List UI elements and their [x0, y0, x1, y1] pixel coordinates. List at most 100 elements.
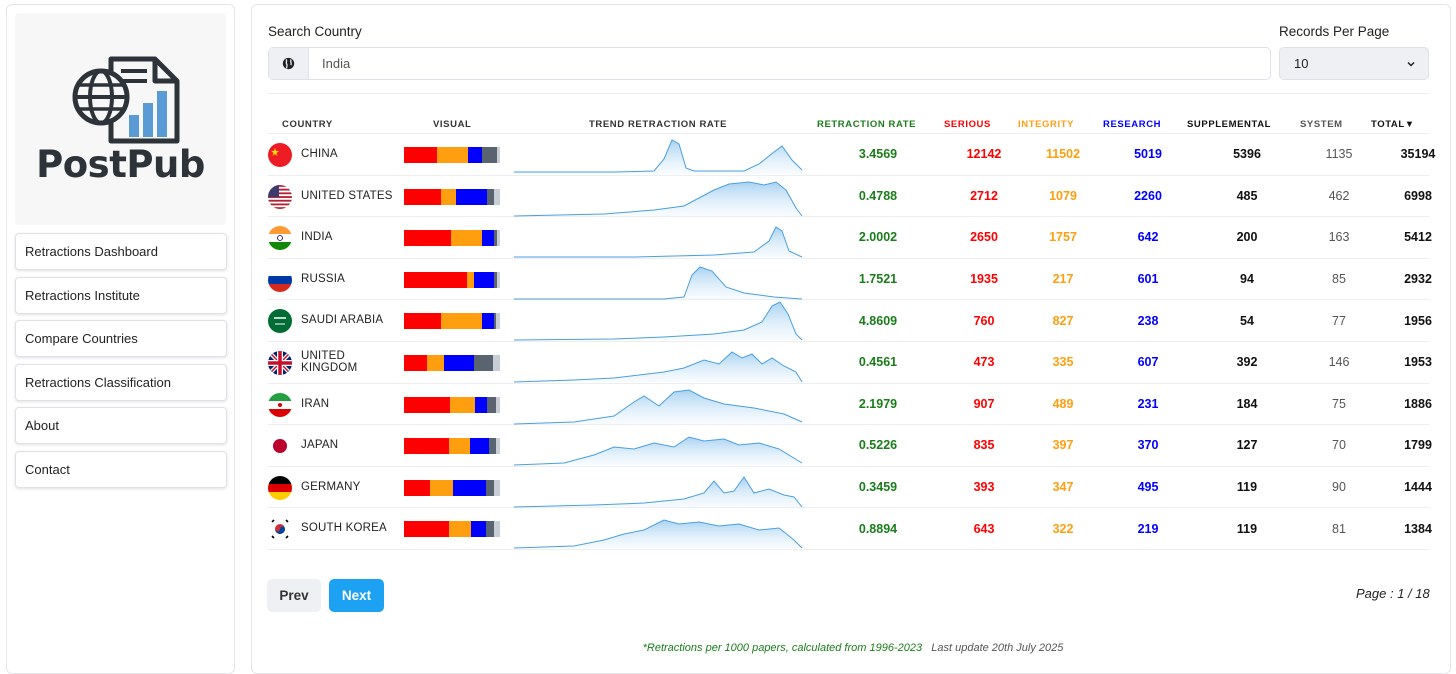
- serious-value: 835: [973, 438, 995, 453]
- sidebar-nav: Retractions Dashboard Retractions Instit…: [15, 233, 227, 494]
- serious-segment: [404, 188, 442, 205]
- supplemental-segment: [487, 188, 494, 205]
- trend-sparkline: [514, 226, 803, 258]
- logo[interactable]: PostPub: [15, 13, 226, 225]
- retraction-rate-value: 0.8894: [858, 521, 898, 536]
- sidebar-item-about[interactable]: About: [15, 407, 227, 444]
- supplemental-value: 119: [1236, 521, 1258, 536]
- header-visual[interactable]: VISUAL: [433, 119, 472, 130]
- trend-sparkline: [514, 436, 803, 466]
- trend-sparkline: [514, 519, 803, 549]
- country-name: INDIA: [301, 231, 333, 244]
- table-row[interactable]: UNITED KINGDOM 0.4561 473 335 607 392 146 1953: [268, 342, 1432, 384]
- research-segment: [475, 396, 487, 413]
- total-value: 1444: [1404, 480, 1432, 495]
- visual-stacked-bar: [404, 521, 500, 538]
- integrity-value: 335: [1052, 355, 1074, 370]
- serious-segment: [404, 313, 442, 330]
- sidebar-item-contact[interactable]: Contact: [15, 450, 227, 488]
- supplemental-value: 94: [1240, 272, 1254, 287]
- integrity-value: 217: [1052, 272, 1074, 287]
- header-supplemental[interactable]: SUPPLEMENTAL: [1187, 119, 1272, 130]
- serious-segment: [404, 230, 451, 247]
- next-button[interactable]: Next: [329, 579, 384, 612]
- serious-segment: [404, 396, 451, 413]
- prev-button[interactable]: Prev: [267, 579, 321, 612]
- system-segment: [497, 230, 500, 247]
- footer-update-text: Last update 20th July 2025: [931, 642, 1064, 654]
- header-trend[interactable]: TREND RETRACTION RATE: [589, 119, 728, 130]
- header-integrity[interactable]: INTEGRITY: [1018, 119, 1075, 130]
- header-total[interactable]: TOTAL▼: [1371, 119, 1415, 130]
- supplemental-value: 200: [1236, 230, 1258, 245]
- table-row[interactable]: JAPAN 0.5226 835 397 370 127 70 1799: [268, 425, 1432, 467]
- integrity-value: 489: [1052, 396, 1074, 411]
- table-row[interactable]: UNITED STATES 0.4788 2712 1079 2260 485 462 699…: [268, 176, 1432, 218]
- visual-stacked-bar: [404, 355, 500, 371]
- sidebar-item-retractions-classification[interactable]: Retractions Classification: [15, 363, 227, 401]
- supplemental-segment: [486, 396, 497, 413]
- system-segment: [496, 396, 500, 413]
- table-row[interactable]: GERMANY 0.3459 393 347 495 119 90 1444: [268, 467, 1432, 509]
- total-value: 1953: [1404, 355, 1432, 370]
- total-value: 1956: [1404, 313, 1432, 328]
- records-per-page-value: 10: [1294, 56, 1309, 71]
- serious-value: 2712: [970, 188, 998, 203]
- table-row[interactable]: SAUDI ARABIA 4.8609 760 827 238 54 77 1956: [268, 300, 1432, 342]
- visual-stacked-bar: [404, 396, 500, 413]
- country-name: SOUTH KOREA: [301, 522, 387, 535]
- korea-flag-icon: [268, 517, 292, 542]
- sidebar-item-compare-countries[interactable]: Compare Countries: [15, 320, 227, 357]
- country-name: RUSSIA: [301, 272, 346, 285]
- research-segment: [469, 438, 490, 455]
- trend-sparkline: [514, 475, 803, 508]
- chevron-down-icon: [1407, 61, 1415, 67]
- search-input[interactable]: [309, 48, 1270, 79]
- research-segment: [482, 230, 494, 247]
- integrity-segment: [430, 479, 454, 496]
- integrity-segment: [448, 438, 470, 455]
- research-value: 5019: [1134, 147, 1162, 162]
- integrity-segment: [467, 271, 475, 288]
- research-value: 642: [1137, 230, 1159, 245]
- header-serious[interactable]: SERIOUS: [944, 119, 991, 130]
- china-flag-icon: [268, 143, 292, 167]
- header-retraction-rate[interactable]: RETRACTION RATE: [817, 119, 917, 130]
- retraction-rate-value: 0.4788: [858, 188, 898, 203]
- integrity-segment: [451, 230, 483, 247]
- header-research[interactable]: RESEARCH: [1103, 119, 1162, 130]
- table-row[interactable]: IRAN 2.1979 907 489 231 184 75 1886: [268, 384, 1432, 426]
- research-value: 601: [1137, 272, 1159, 287]
- integrity-value: 1079: [1049, 188, 1077, 203]
- footer-note-text: *Retractions per 1000 papers, calculated…: [642, 642, 923, 654]
- supplemental-value: 119: [1236, 480, 1258, 495]
- serious-value: 473: [973, 355, 995, 370]
- sidebar-item-retractions-institute[interactable]: Retractions Institute: [15, 276, 227, 314]
- system-segment: [497, 271, 500, 288]
- research-segment: [470, 521, 487, 538]
- country-name: UNITED KINGDOM: [301, 349, 358, 375]
- research-segment: [443, 355, 474, 371]
- table-row[interactable]: RUSSIA 1.7521 1935 217 601 94 85 2932: [268, 259, 1432, 301]
- system-value: 462: [1328, 188, 1350, 203]
- research-value: 495: [1137, 480, 1159, 495]
- visual-stacked-bar: [404, 438, 500, 455]
- records-per-page-select[interactable]: 10: [1279, 47, 1429, 80]
- system-value: 90: [1332, 480, 1346, 495]
- table-row[interactable]: SOUTH KOREA 0.8894 643 322 219 119 81 1384: [268, 508, 1432, 550]
- globe-icon: [269, 48, 309, 79]
- serious-value: 760: [973, 313, 995, 328]
- table-row[interactable]: CHINA 3.4569 12142 11502 5019 5396 1135 35194: [268, 134, 1435, 176]
- sidebar-item-retractions-dashboard[interactable]: Retractions Dashboard: [15, 233, 227, 270]
- country-name: UNITED STATES: [301, 189, 393, 202]
- system-value: 163: [1328, 230, 1350, 245]
- trend-sparkline: [514, 181, 803, 217]
- search-label: Search Country: [268, 24, 362, 39]
- header-system[interactable]: SYSTEM: [1300, 119, 1343, 130]
- integrity-value: 827: [1052, 313, 1074, 328]
- table-row[interactable]: INDIA 2.0002 2650 1757 642 200 163 5412: [268, 217, 1432, 259]
- country-name: GERMANY: [301, 480, 361, 493]
- header-country[interactable]: COUNTRY: [282, 119, 333, 130]
- total-value: 1799: [1404, 438, 1432, 453]
- research-value: 2260: [1134, 188, 1162, 203]
